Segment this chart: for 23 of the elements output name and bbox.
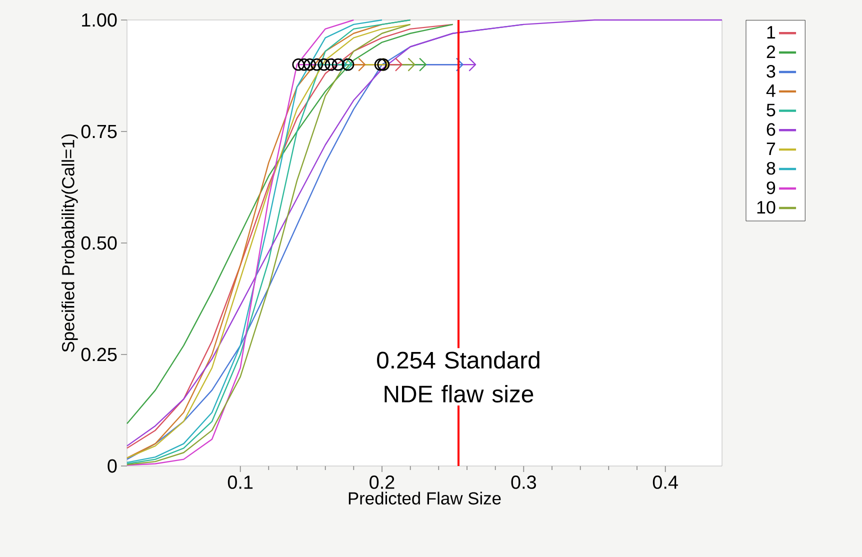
line-series bbox=[126, 19, 723, 447]
legend-label: 5 bbox=[766, 104, 776, 116]
x-tick-label: 0.3 bbox=[511, 476, 536, 489]
y-tick-label: 0.75 bbox=[81, 124, 117, 138]
legend-label: 4 bbox=[766, 84, 776, 97]
y-axis-title: Specified Probability(Call=1) bbox=[62, 134, 78, 352]
x-tick-label: 0.4 bbox=[652, 476, 678, 489]
legend-label: 3 bbox=[766, 64, 776, 78]
y-tick-label: 0.50 bbox=[81, 236, 117, 250]
legend-label: 10 bbox=[757, 200, 776, 214]
legend-label: 1 bbox=[767, 26, 776, 39]
y-tick-label: 0.25 bbox=[81, 348, 117, 362]
y-tick-label: 1.00 bbox=[82, 13, 117, 27]
legend-label: 7 bbox=[766, 142, 776, 155]
legend-label: 9 bbox=[766, 181, 776, 194]
x-tick-label: 0.1 bbox=[228, 476, 253, 489]
legend-label: 2 bbox=[766, 45, 776, 58]
legend-label: 8 bbox=[766, 162, 776, 175]
y-tick-label: 0 bbox=[108, 459, 117, 473]
legend-label: 6 bbox=[766, 123, 776, 136]
x-tick-label: 0.2 bbox=[370, 476, 394, 489]
ref-line-label: 0.254 Standard NDE flaw size bbox=[377, 351, 540, 403]
x-axis-title: Predicted Flaw Size bbox=[348, 492, 501, 505]
